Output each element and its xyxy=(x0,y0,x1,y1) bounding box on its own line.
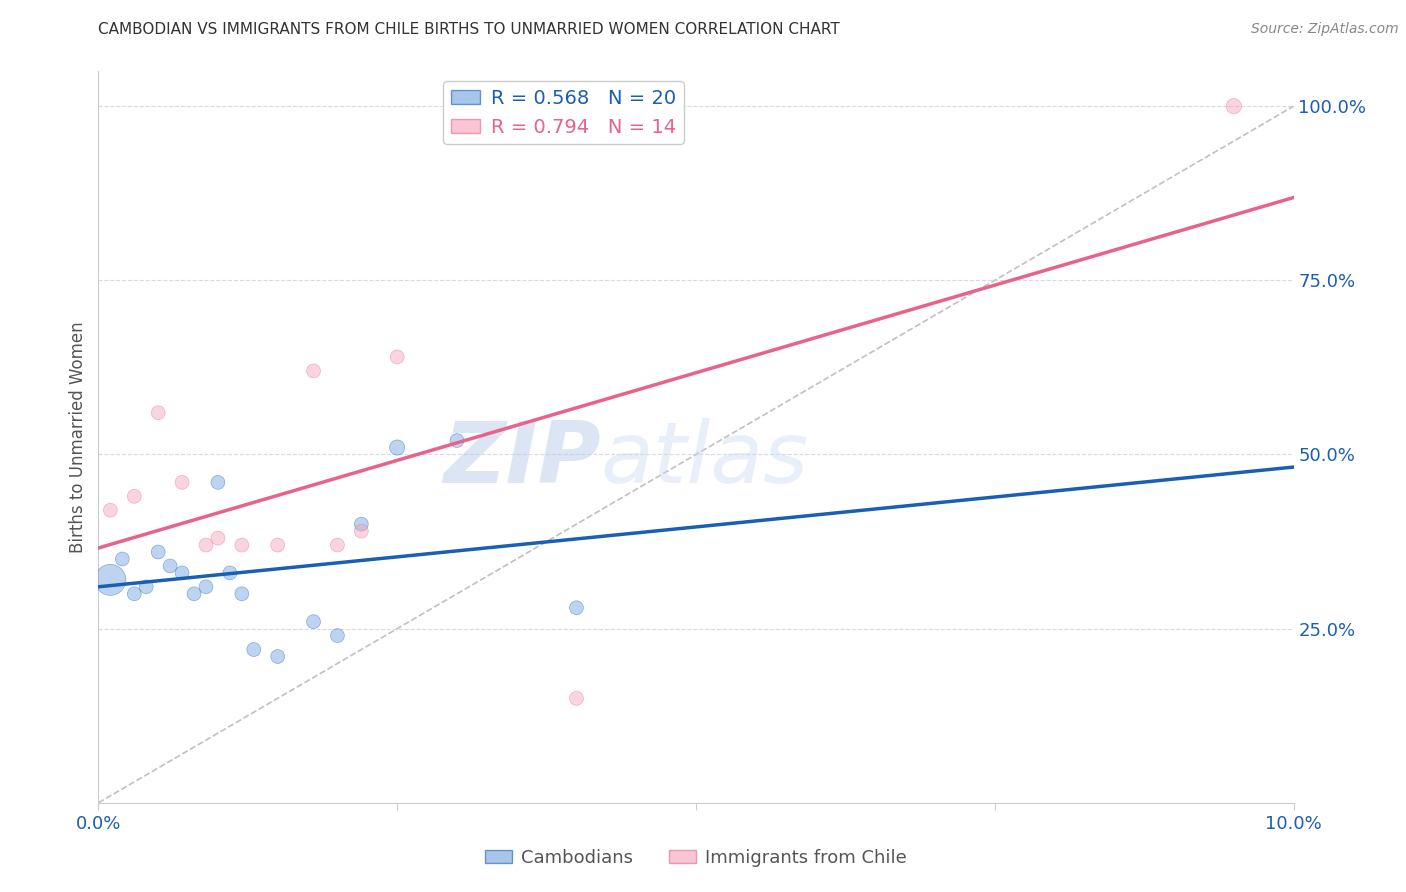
Point xyxy=(446,434,468,448)
Point xyxy=(159,558,181,573)
Point xyxy=(302,615,325,629)
Point xyxy=(350,517,373,532)
Point xyxy=(565,600,588,615)
Point xyxy=(267,538,290,552)
Point xyxy=(148,545,170,559)
Point xyxy=(195,538,218,552)
Point xyxy=(231,538,253,552)
Legend: Cambodians, Immigrants from Chile: Cambodians, Immigrants from Chile xyxy=(478,842,914,874)
Text: atlas: atlas xyxy=(600,417,808,500)
Y-axis label: Births to Unmarried Women: Births to Unmarried Women xyxy=(69,321,87,553)
Point xyxy=(1223,99,1246,113)
Point xyxy=(124,587,146,601)
Point xyxy=(326,538,349,552)
Point xyxy=(183,587,205,601)
Text: Source: ZipAtlas.com: Source: ZipAtlas.com xyxy=(1251,22,1399,37)
Text: CAMBODIAN VS IMMIGRANTS FROM CHILE BIRTHS TO UNMARRIED WOMEN CORRELATION CHART: CAMBODIAN VS IMMIGRANTS FROM CHILE BIRTH… xyxy=(98,22,841,37)
Point xyxy=(207,475,229,490)
Point xyxy=(219,566,242,580)
Point xyxy=(385,350,409,364)
Point xyxy=(231,587,253,601)
Point xyxy=(135,580,157,594)
Point xyxy=(172,475,194,490)
Point xyxy=(172,566,194,580)
Point xyxy=(207,531,229,545)
Point xyxy=(195,580,218,594)
Point xyxy=(111,552,134,566)
Point xyxy=(267,649,290,664)
Point xyxy=(302,364,325,378)
Point xyxy=(243,642,266,657)
Point xyxy=(100,573,122,587)
Point xyxy=(124,489,146,503)
Point xyxy=(385,441,409,455)
Point xyxy=(148,406,170,420)
Text: ZIP: ZIP xyxy=(443,417,600,500)
Point xyxy=(350,524,373,538)
Point xyxy=(326,629,349,643)
Point xyxy=(100,503,122,517)
Point xyxy=(565,691,588,706)
